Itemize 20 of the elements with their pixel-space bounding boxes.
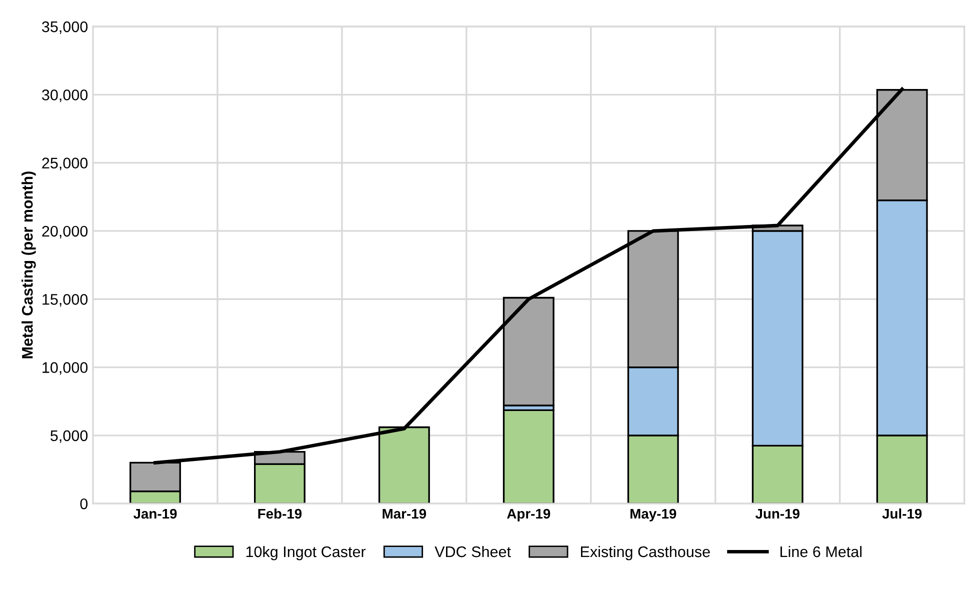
legend-label: 10kg Ingot Caster: [246, 546, 366, 560]
y-tick-label: 15,000: [42, 294, 88, 307]
y-tick-label: 30,000: [42, 90, 88, 102]
x-tick-label: Mar-19: [382, 508, 426, 519]
y-tick-label: 10,000: [42, 362, 88, 375]
y-tick-label: 35,000: [42, 21, 88, 34]
x-tick-label: Jun-19: [755, 508, 800, 519]
x-tick-label: May-19: [630, 508, 676, 522]
legend-label: Line 6 Metal: [780, 546, 862, 558]
y-tick-label: 0: [80, 498, 88, 510]
y-tick-label: 25,000: [42, 158, 88, 170]
y-tick-label: 5,000: [50, 430, 88, 443]
y-tick-label: 20,000: [42, 226, 88, 238]
y-axis-title: Metal Casting (per month): [22, 172, 36, 358]
x-tick-label: Jan-19: [133, 508, 177, 519]
x-tick-label: Jul-19: [882, 508, 922, 519]
x-tick-label: Apr-19: [507, 508, 550, 522]
x-tick-label: Feb-19: [258, 508, 302, 519]
legend-label: Existing Casthouse: [581, 546, 710, 560]
legend-label: VDC Sheet: [434, 546, 511, 558]
